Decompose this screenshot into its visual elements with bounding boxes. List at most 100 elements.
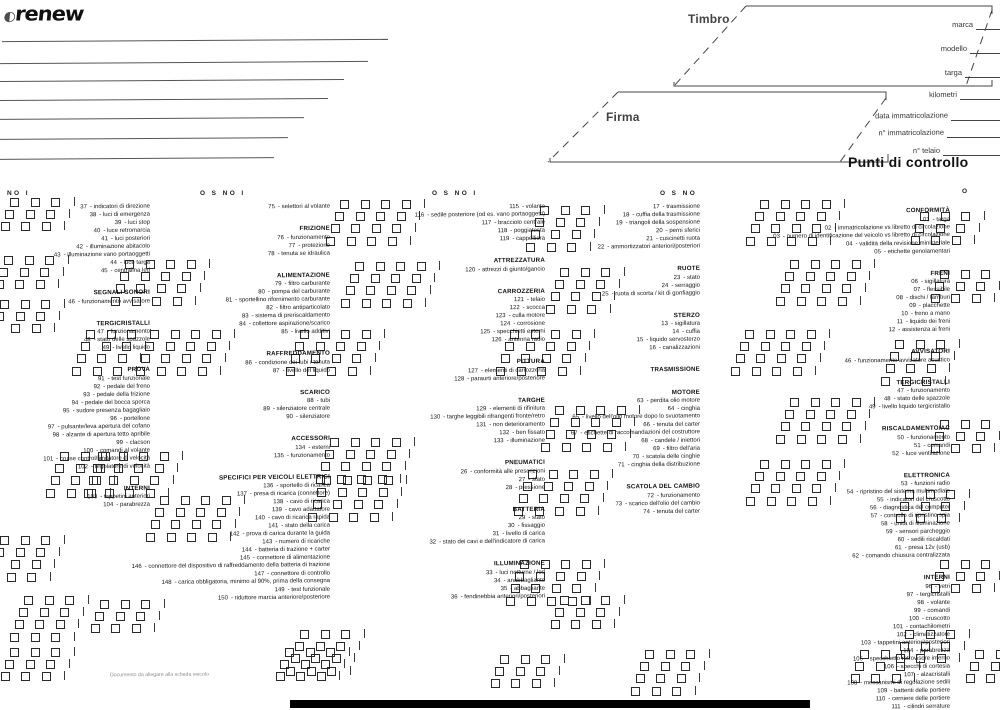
checkbox[interactable] [39, 608, 49, 618]
checklist-item[interactable]: 101- contachilometri [890, 623, 950, 630]
checkbox[interactable] [308, 512, 318, 522]
checkbox[interactable] [351, 224, 361, 234]
checkbox[interactable] [523, 482, 533, 492]
checkbox[interactable] [596, 608, 606, 618]
checkbox[interactable] [981, 560, 990, 569]
checkbox[interactable] [901, 376, 911, 386]
checklist-item[interactable]: 48- stato delle spazzole [78, 337, 150, 344]
checkbox[interactable] [290, 354, 300, 364]
checkbox[interactable] [374, 500, 384, 510]
checkbox[interactable] [821, 460, 831, 469]
checklist-item[interactable]: 77- protezione [282, 242, 330, 249]
checkbox[interactable] [145, 260, 155, 269]
checkbox[interactable] [584, 482, 594, 492]
checkbox[interactable] [352, 354, 362, 364]
checkbox[interactable] [361, 298, 371, 308]
checkbox[interactable] [531, 584, 541, 594]
checkbox[interactable] [570, 418, 580, 428]
vehicle-field-input[interactable] [943, 155, 1000, 156]
checkbox[interactable] [510, 330, 519, 339]
checklist-item[interactable]: 99- clacson [110, 439, 150, 445]
checkbox[interactable] [113, 366, 123, 376]
checkbox[interactable] [296, 672, 306, 682]
checkbox[interactable] [910, 236, 920, 246]
checkbox[interactable] [155, 508, 165, 518]
checklist-item[interactable]: 19- triangoli della sospensione [610, 220, 700, 227]
checkbox[interactable] [920, 502, 930, 512]
checkbox[interactable] [396, 212, 406, 222]
checkbox[interactable] [120, 600, 130, 609]
checkbox[interactable] [327, 366, 337, 376]
checkbox[interactable] [575, 506, 585, 516]
checklist-item[interactable]: 01- targa [917, 216, 950, 222]
checkbox[interactable] [976, 282, 986, 292]
checklist-item[interactable]: 36- fendinebbia anteriori/posteriori [445, 593, 545, 600]
checkbox[interactable] [817, 434, 827, 444]
checkbox[interactable] [751, 366, 761, 376]
checkbox[interactable] [786, 330, 795, 339]
checkbox[interactable] [787, 236, 797, 246]
checkbox[interactable] [916, 514, 926, 524]
checklist-item[interactable]: 134- esterni [292, 444, 330, 450]
checklist-item[interactable]: 84- collettore aspirazione/scarico [233, 320, 330, 327]
checkbox[interactable] [300, 660, 310, 670]
checkbox[interactable] [537, 366, 547, 376]
checklist-item[interactable]: 140- cavo di ricarica rapida [252, 515, 330, 522]
checkbox[interactable] [601, 596, 610, 605]
checkbox[interactable] [106, 330, 116, 339]
checklist-item[interactable]: 72- funzionamento [641, 492, 700, 499]
checkbox[interactable] [776, 434, 786, 444]
checklist-item[interactable]: 66- tenuta del carter [637, 422, 700, 429]
checkbox[interactable] [801, 342, 811, 352]
checkbox[interactable] [21, 672, 31, 682]
vehicle-field-input[interactable] [976, 29, 1000, 30]
checkbox[interactable] [21, 222, 31, 232]
checkbox[interactable] [541, 655, 550, 664]
checklist-item[interactable]: 88- tubi [301, 398, 330, 404]
checklist-item[interactable]: 02- immatricolazione vs libretto di circ… [818, 224, 950, 231]
checkbox[interactable] [905, 630, 914, 639]
checkbox[interactable] [940, 270, 949, 279]
checkbox[interactable] [377, 474, 387, 484]
checkbox[interactable] [547, 596, 557, 606]
checklist-item[interactable]: 99- comandi [908, 607, 950, 613]
checkbox[interactable] [131, 296, 141, 306]
checkbox[interactable] [358, 488, 368, 498]
checkbox[interactable] [490, 679, 500, 689]
checkbox[interactable] [88, 476, 98, 486]
checkbox[interactable] [810, 260, 820, 269]
checkbox[interactable] [41, 222, 51, 232]
checkbox[interactable] [515, 572, 525, 582]
checklist-item[interactable]: 118- poggiatesta [494, 228, 545, 235]
checklist-item[interactable]: 98- volante [911, 599, 950, 605]
checkbox[interactable] [196, 508, 206, 518]
checkbox[interactable] [556, 572, 566, 582]
checkbox[interactable] [596, 406, 605, 415]
checkbox[interactable] [31, 560, 41, 570]
checklist-item[interactable]: 104- parabrezza [900, 647, 950, 654]
checkbox[interactable] [320, 462, 330, 472]
checkbox[interactable] [780, 422, 790, 432]
checklist-item[interactable]: 67- etichette di raccomandazioni del cos… [565, 429, 700, 436]
checklist-item[interactable]: 53- funzioni radio [895, 481, 950, 488]
checkbox[interactable] [337, 488, 347, 498]
checkbox[interactable] [181, 354, 191, 364]
checkbox[interactable] [557, 366, 567, 376]
checkbox[interactable] [316, 672, 326, 682]
checkbox[interactable] [551, 230, 561, 240]
checkbox[interactable] [971, 584, 981, 594]
checkbox[interactable] [812, 224, 822, 234]
checkbox[interactable] [160, 496, 169, 505]
checklist-item[interactable]: 127- elementi di carrozzeria [465, 367, 545, 374]
checkbox[interactable] [970, 662, 980, 672]
checklist-item[interactable]: 39- luci stop [108, 220, 150, 226]
checklist-item[interactable]: 35- abbagliante [494, 585, 545, 592]
checklist-item[interactable]: 05- etichette genolamentari [868, 248, 950, 255]
checkbox[interactable] [981, 270, 990, 279]
checkbox[interactable] [546, 342, 556, 352]
checkbox[interactable] [816, 212, 826, 222]
checkbox[interactable] [44, 596, 54, 605]
checkbox[interactable] [851, 398, 861, 407]
checkbox[interactable] [117, 354, 127, 364]
checkbox[interactable] [187, 532, 197, 542]
